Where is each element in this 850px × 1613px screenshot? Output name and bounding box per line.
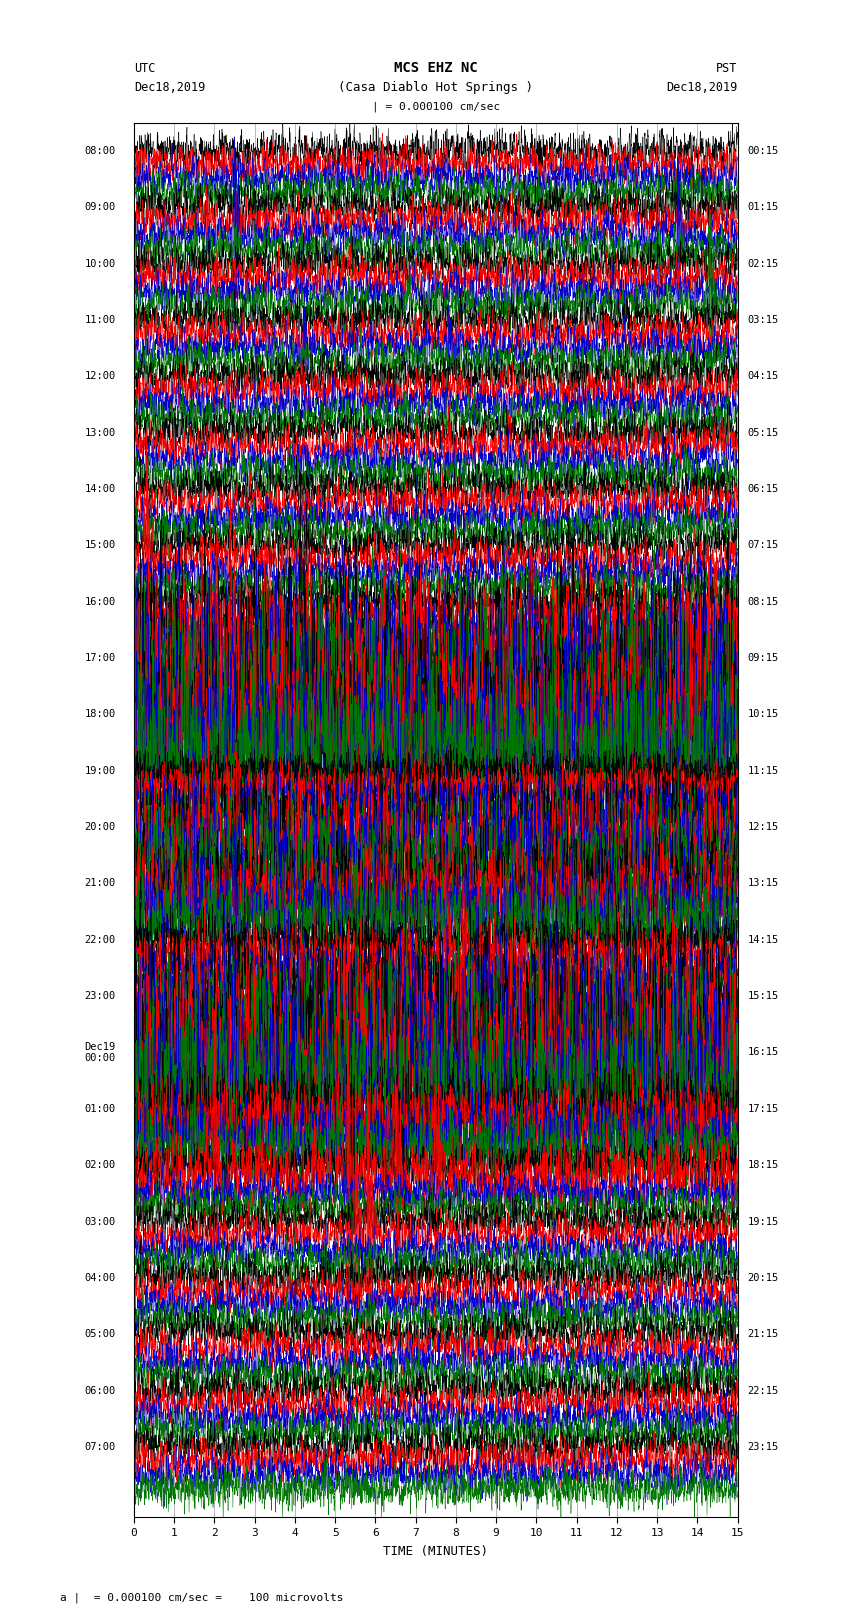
Text: (Casa Diablo Hot Springs ): (Casa Diablo Hot Springs ) xyxy=(338,81,533,94)
Text: PST: PST xyxy=(717,63,738,76)
Text: 17:00: 17:00 xyxy=(85,653,116,663)
Text: 03:15: 03:15 xyxy=(748,315,779,326)
Text: 08:15: 08:15 xyxy=(748,597,779,606)
Text: MCS EHZ NC: MCS EHZ NC xyxy=(394,61,478,76)
Text: 18:15: 18:15 xyxy=(748,1160,779,1169)
Text: 17:15: 17:15 xyxy=(748,1103,779,1115)
Text: Dec18,2019: Dec18,2019 xyxy=(666,81,738,94)
Text: 04:15: 04:15 xyxy=(748,371,779,381)
Text: 14:15: 14:15 xyxy=(748,936,779,945)
Text: 10:15: 10:15 xyxy=(748,710,779,719)
Text: 08:00: 08:00 xyxy=(85,147,116,156)
Text: 20:00: 20:00 xyxy=(85,823,116,832)
Text: 15:00: 15:00 xyxy=(85,540,116,550)
Text: 19:00: 19:00 xyxy=(85,766,116,776)
Text: 19:15: 19:15 xyxy=(748,1216,779,1226)
X-axis label: TIME (MINUTES): TIME (MINUTES) xyxy=(383,1545,488,1558)
Text: 18:00: 18:00 xyxy=(85,710,116,719)
Text: 01:00: 01:00 xyxy=(85,1103,116,1115)
Text: 06:15: 06:15 xyxy=(748,484,779,494)
Text: 01:15: 01:15 xyxy=(748,202,779,213)
Text: a |  = 0.000100 cm/sec =    100 microvolts: a | = 0.000100 cm/sec = 100 microvolts xyxy=(60,1592,343,1603)
Text: 13:15: 13:15 xyxy=(748,879,779,889)
Text: UTC: UTC xyxy=(134,63,156,76)
Text: Dec18,2019: Dec18,2019 xyxy=(134,81,205,94)
Text: 05:15: 05:15 xyxy=(748,427,779,437)
Text: 06:00: 06:00 xyxy=(85,1386,116,1395)
Text: | = 0.000100 cm/sec: | = 0.000100 cm/sec xyxy=(371,102,500,111)
Text: 10:00: 10:00 xyxy=(85,258,116,269)
Text: 07:00: 07:00 xyxy=(85,1442,116,1452)
Text: 21:15: 21:15 xyxy=(748,1329,779,1339)
Text: 09:00: 09:00 xyxy=(85,202,116,213)
Text: 20:15: 20:15 xyxy=(748,1273,779,1282)
Text: 13:00: 13:00 xyxy=(85,427,116,437)
Text: 15:15: 15:15 xyxy=(748,990,779,1002)
Text: 23:15: 23:15 xyxy=(748,1442,779,1452)
Text: 02:00: 02:00 xyxy=(85,1160,116,1169)
Text: 11:15: 11:15 xyxy=(748,766,779,776)
Text: 11:00: 11:00 xyxy=(85,315,116,326)
Text: 22:00: 22:00 xyxy=(85,936,116,945)
Text: 14:00: 14:00 xyxy=(85,484,116,494)
Text: 22:15: 22:15 xyxy=(748,1386,779,1395)
Text: Dec19
00:00: Dec19 00:00 xyxy=(85,1042,116,1063)
Text: 07:15: 07:15 xyxy=(748,540,779,550)
Text: 16:15: 16:15 xyxy=(748,1047,779,1058)
Text: 04:00: 04:00 xyxy=(85,1273,116,1282)
Text: 21:00: 21:00 xyxy=(85,879,116,889)
Text: 00:15: 00:15 xyxy=(748,147,779,156)
Text: 03:00: 03:00 xyxy=(85,1216,116,1226)
Text: 12:15: 12:15 xyxy=(748,823,779,832)
Text: 02:15: 02:15 xyxy=(748,258,779,269)
Text: 05:00: 05:00 xyxy=(85,1329,116,1339)
Text: 23:00: 23:00 xyxy=(85,990,116,1002)
Text: 16:00: 16:00 xyxy=(85,597,116,606)
Text: 09:15: 09:15 xyxy=(748,653,779,663)
Text: 12:00: 12:00 xyxy=(85,371,116,381)
